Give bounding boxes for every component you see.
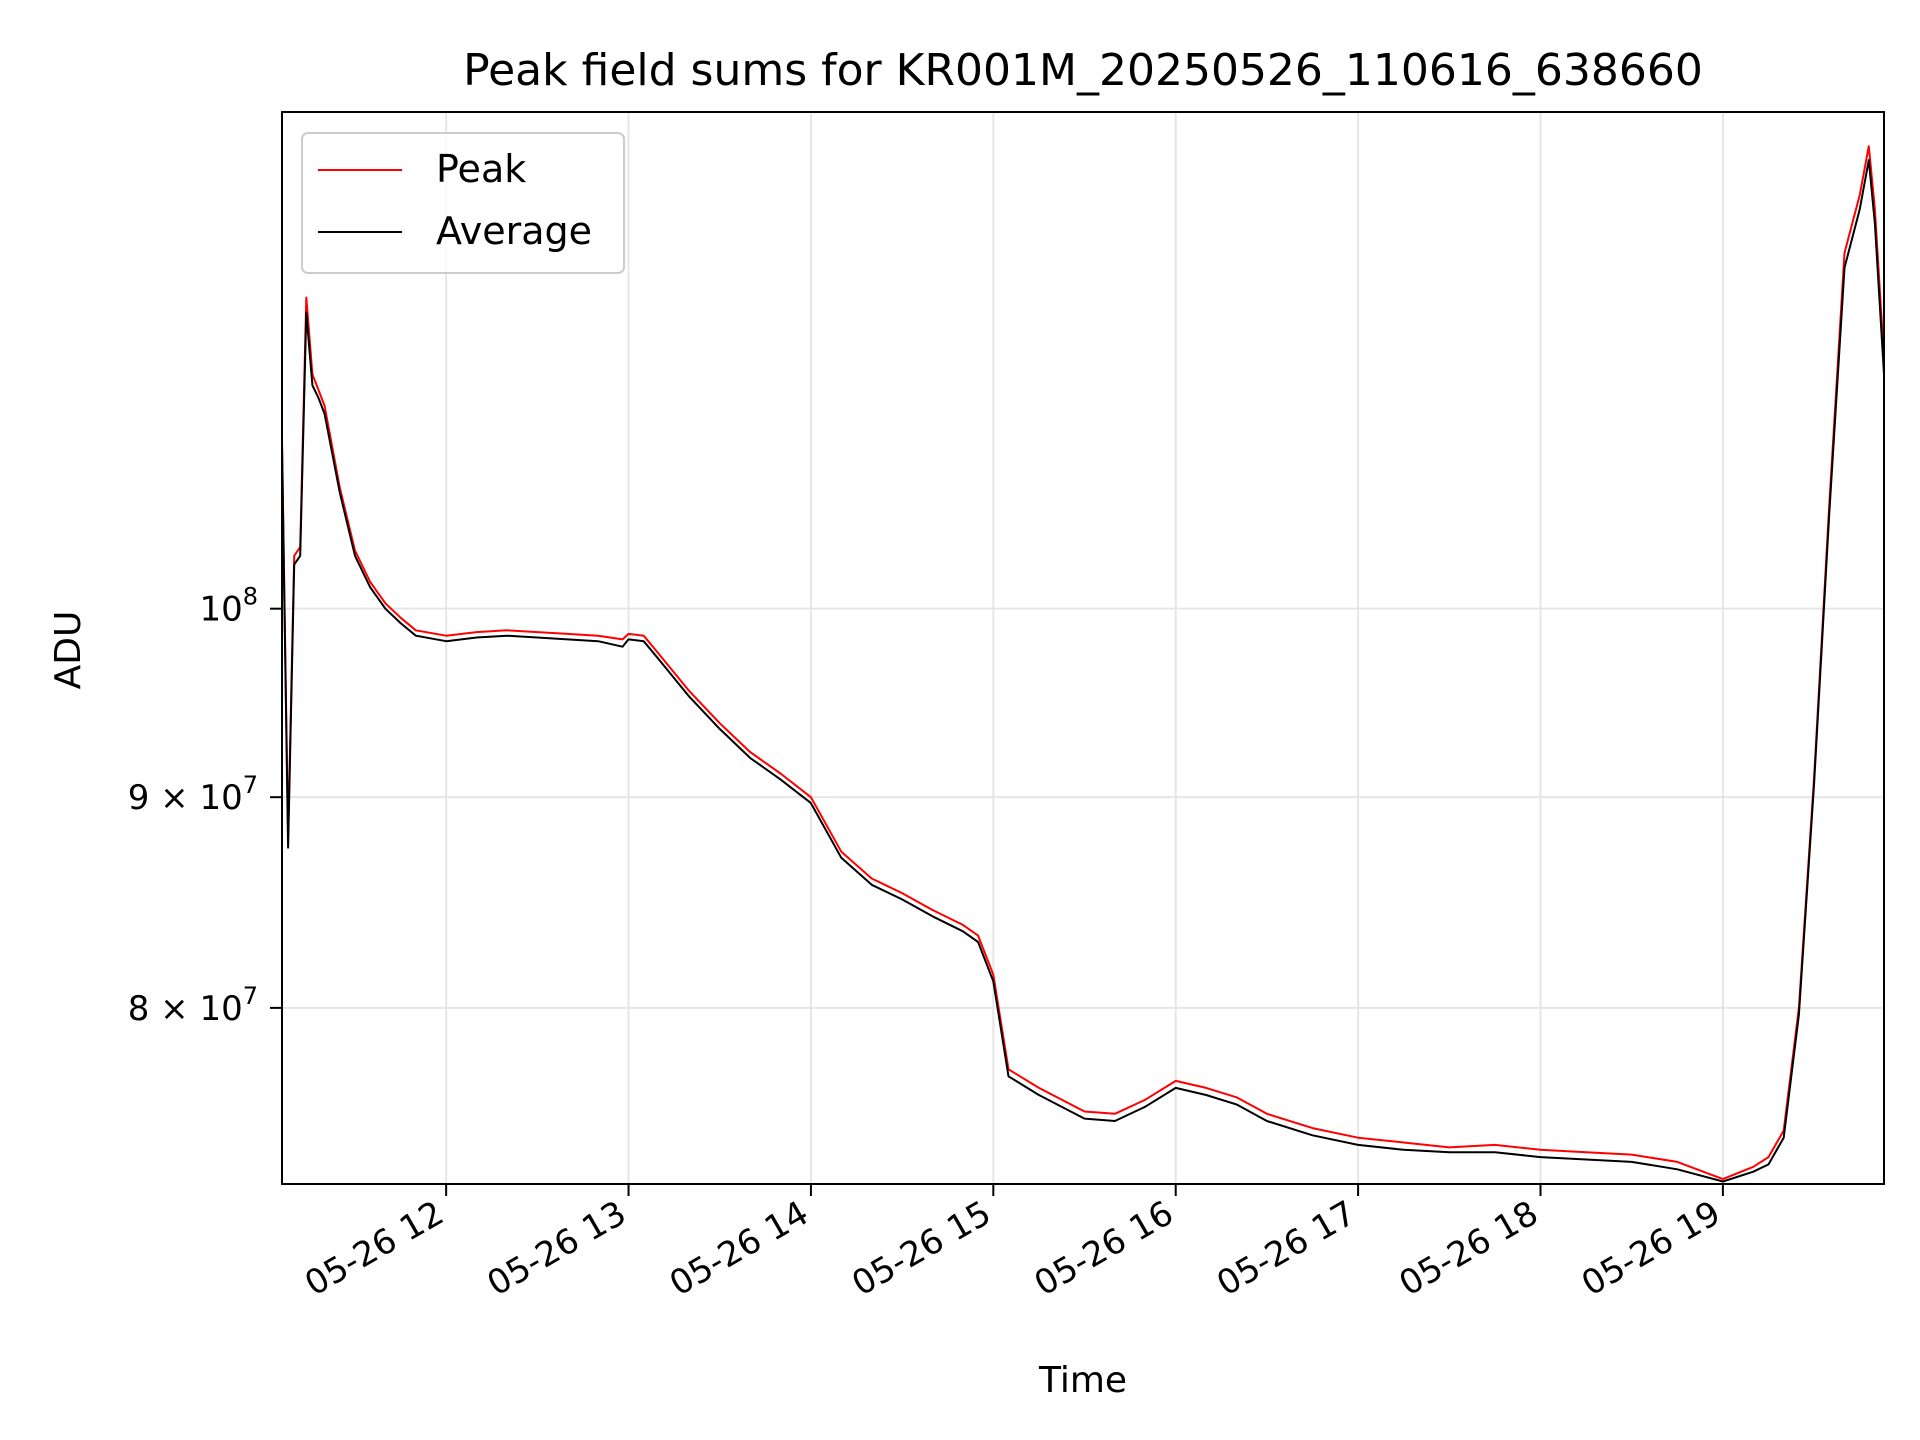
plot-area bbox=[282, 145, 1884, 1183]
grid-lines bbox=[282, 112, 1884, 1184]
y-axis-label: ADU bbox=[48, 611, 89, 690]
axes-frame bbox=[281, 111, 1885, 1185]
legend: Peak Average bbox=[301, 132, 625, 274]
chart-title: Peak field sums for KR001M_20250526_1106… bbox=[463, 45, 1703, 96]
y-tick-base: 10 bbox=[199, 590, 242, 630]
y-tick-exponent: 8 bbox=[243, 583, 258, 611]
legend-label-peak: Peak bbox=[436, 147, 526, 191]
plot-lines bbox=[282, 145, 1884, 1183]
y-tick-exponent: 7 bbox=[243, 771, 258, 799]
series-line-peak bbox=[282, 145, 1884, 1181]
y-tick-label: 9 × 107 bbox=[128, 771, 258, 818]
x-axis-label: Time bbox=[1038, 1360, 1127, 1401]
y-tick-exponent: 7 bbox=[243, 982, 258, 1010]
y-tick-label: 108 bbox=[199, 583, 258, 630]
y-tick-base: 9 × 10 bbox=[128, 778, 243, 818]
legend-box bbox=[301, 132, 625, 274]
y-tick-base: 8 × 10 bbox=[128, 989, 243, 1029]
y-tick-label: 8 × 107 bbox=[128, 982, 258, 1029]
series-line-average bbox=[282, 159, 1884, 1183]
legend-label-average: Average bbox=[436, 209, 592, 253]
